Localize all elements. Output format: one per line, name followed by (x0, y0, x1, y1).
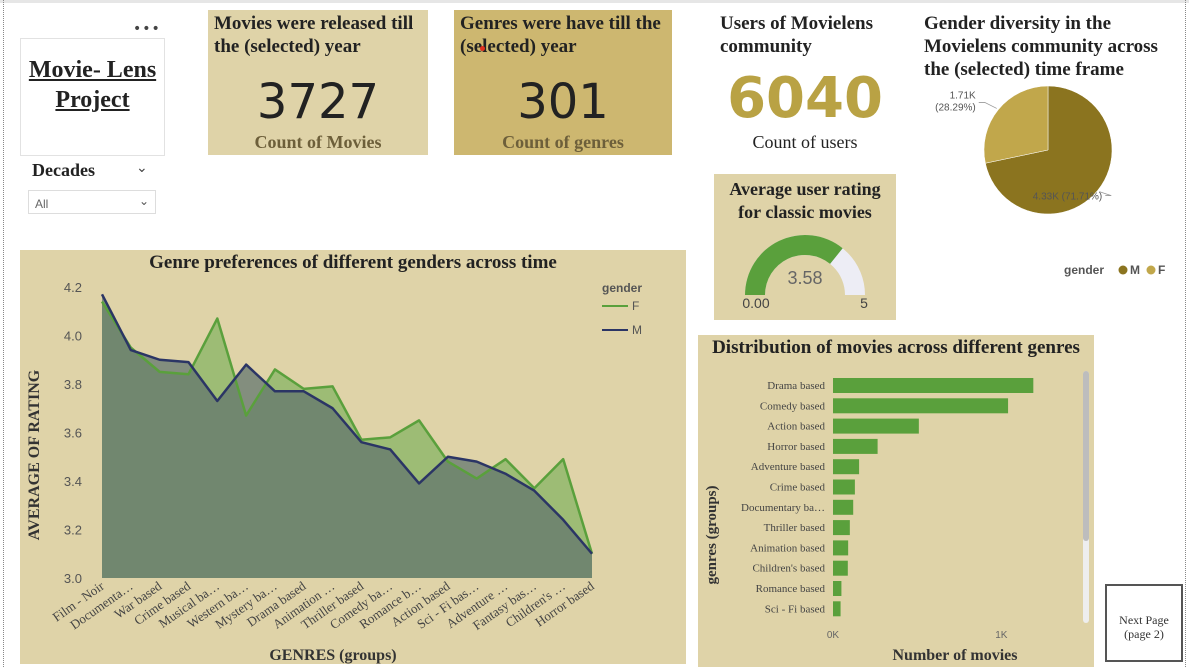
next-page-label: Next Page (page 2) (1119, 613, 1169, 641)
pie-title: Gender diversity in the Movielens commun… (924, 13, 1158, 80)
bar[interactable] (833, 560, 848, 576)
bar[interactable] (833, 499, 854, 515)
users-count: 6040 (727, 66, 883, 131)
gauge-value: 3.58 (787, 268, 822, 288)
line-chart-title: Genre preferences of different genders a… (149, 252, 557, 273)
legend-m-marker (1118, 265, 1128, 275)
pie-data-label-pct: (28.29%) (935, 102, 976, 113)
movies-count: 3727 (256, 74, 380, 130)
legend-f-text: F (632, 299, 639, 313)
decades-selected-value: All (35, 197, 49, 211)
bar-y-axis-label: genres (groups) (704, 485, 720, 584)
y-tick-label: 3.6 (64, 426, 82, 441)
bar-category-label: Documentary ba… (741, 502, 825, 514)
bar[interactable] (833, 479, 855, 495)
gauge-max: 5 (860, 295, 868, 311)
more-options-icon[interactable]: ••• (133, 21, 161, 37)
gauge-card: Average user rating for classic movies 3… (714, 174, 896, 320)
bar[interactable] (833, 520, 850, 536)
bar-category-label: Crime based (770, 482, 826, 494)
legend-f-marker (1146, 265, 1156, 275)
area-series-m (102, 294, 592, 578)
next-page-button[interactable]: Next Page (page 2) (1105, 584, 1183, 662)
pie-leader-line (1099, 191, 1112, 196)
movies-caption: Count of Movies (254, 132, 382, 152)
genres-kpi-heading: Genres were have till the (selected) yea… (460, 13, 661, 57)
chevron-down-icon[interactable]: ⌄ (136, 160, 148, 176)
y-tick-label: 3.8 (64, 377, 82, 392)
bar[interactable] (833, 581, 842, 596)
pie-data-label: 1.71K (950, 90, 976, 101)
pie-slice-f[interactable] (983, 85, 1049, 164)
bar-category-label: Sci - Fi based (765, 603, 826, 615)
line-series-f[interactable] (100, 300, 594, 555)
project-title: Movie- Lens Project (28, 57, 157, 113)
decades-label: Decades (32, 160, 95, 180)
chevron-down-icon: ⌄ (138, 194, 149, 208)
genres-caption: Count of genres (502, 132, 624, 152)
cursor-dot (480, 46, 485, 51)
bar-category-label: Action based (767, 421, 825, 433)
gauge-chart: 3.58 0.00 5 (742, 235, 868, 311)
bar-category-label: Romance based (756, 583, 826, 595)
bar[interactable] (833, 418, 919, 434)
report-edge-right (1185, 0, 1186, 667)
y-tick-label: 3.2 (64, 523, 82, 538)
legend-f-label: F (1158, 263, 1165, 277)
legend-m-label: M (1130, 263, 1140, 277)
pie-leader-line (978, 102, 997, 109)
users-kpi-card: Users of Movielens community 6040 Count … (714, 10, 896, 155)
decades-dropdown[interactable]: All ⌄ (28, 190, 156, 214)
line-series-m[interactable] (100, 293, 593, 555)
y-tick-label: 3.0 (64, 571, 82, 586)
bar[interactable] (833, 540, 849, 556)
users-caption: Count of users (752, 132, 858, 152)
bar-category-label: Comedy based (760, 400, 826, 412)
y-tick-label: 4.0 (64, 329, 82, 344)
bar-category-label: Thriller based (764, 522, 826, 534)
pie-slice-m[interactable] (985, 85, 1113, 215)
bar-x-axis-label: Number of movies (892, 647, 1017, 664)
bar[interactable] (833, 459, 860, 475)
line-x-axis-label: GENRES (groups) (269, 647, 396, 664)
bar-scroll-thumb[interactable] (1083, 371, 1089, 541)
bar-chart-title: Distribution of movies across different … (712, 337, 1080, 358)
bar-category-label: Horror based (767, 441, 825, 453)
users-kpi-heading: Users of Movielens community (720, 13, 874, 57)
pie-data-label: 4.33K (71.71%) (1033, 192, 1103, 203)
report-edge-left (3, 0, 4, 667)
genres-kpi-card: Genres were have till the (selected) yea… (454, 10, 672, 155)
bar-chart: Drama based Comedy based Action based Horro… (704, 371, 1089, 664)
bar[interactable] (833, 378, 1034, 393)
line-chart: 3.03.23.43.63.84.04.2 Film - NoirDocumen… (26, 280, 642, 664)
bar-category-label: Animation based (750, 542, 825, 554)
bar-category-label: Children's based (752, 563, 825, 575)
legend-m-text: M (632, 323, 642, 337)
bar[interactable] (833, 438, 878, 454)
movies-kpi-heading: Movies were released till the (selected)… (214, 13, 414, 57)
bar-category-label: Drama based (767, 380, 825, 392)
movies-kpi-card: Movies were released till the (selected)… (208, 10, 428, 155)
pie-chart: 4.33K (71.71%) 1.71K(28.29%) gender M F (935, 85, 1165, 277)
y-tick-label: 3.4 (64, 474, 82, 489)
y-tick-label: 4.2 (64, 280, 82, 295)
top-strip (0, 0, 1189, 3)
line-legend-title: gender (602, 281, 642, 295)
bar[interactable] (833, 398, 1009, 414)
bar-x-tick-label: 1K (995, 630, 1008, 641)
pie-legend-title: gender (1064, 263, 1104, 277)
genre-gender-chart-card: Genre preferences of different genders a… (20, 250, 686, 664)
line-y-axis-label: AVERAGE OF RATING (26, 369, 43, 540)
bar-x-tick-label: 0K (827, 630, 840, 641)
gauge-fill (745, 235, 843, 295)
genre-distribution-card: Distribution of movies across different … (698, 335, 1094, 667)
bar[interactable] (833, 601, 841, 617)
gender-pie-card: Gender diversity in the Movielens commun… (918, 10, 1180, 280)
title-card: ••• Movie- Lens Project (20, 21, 165, 156)
bar-category-label: Adventure based (751, 461, 826, 473)
gauge-min: 0.00 (742, 295, 769, 311)
genres-count: 301 (517, 74, 609, 130)
gauge-title: Average user rating for classic movies (729, 179, 881, 222)
